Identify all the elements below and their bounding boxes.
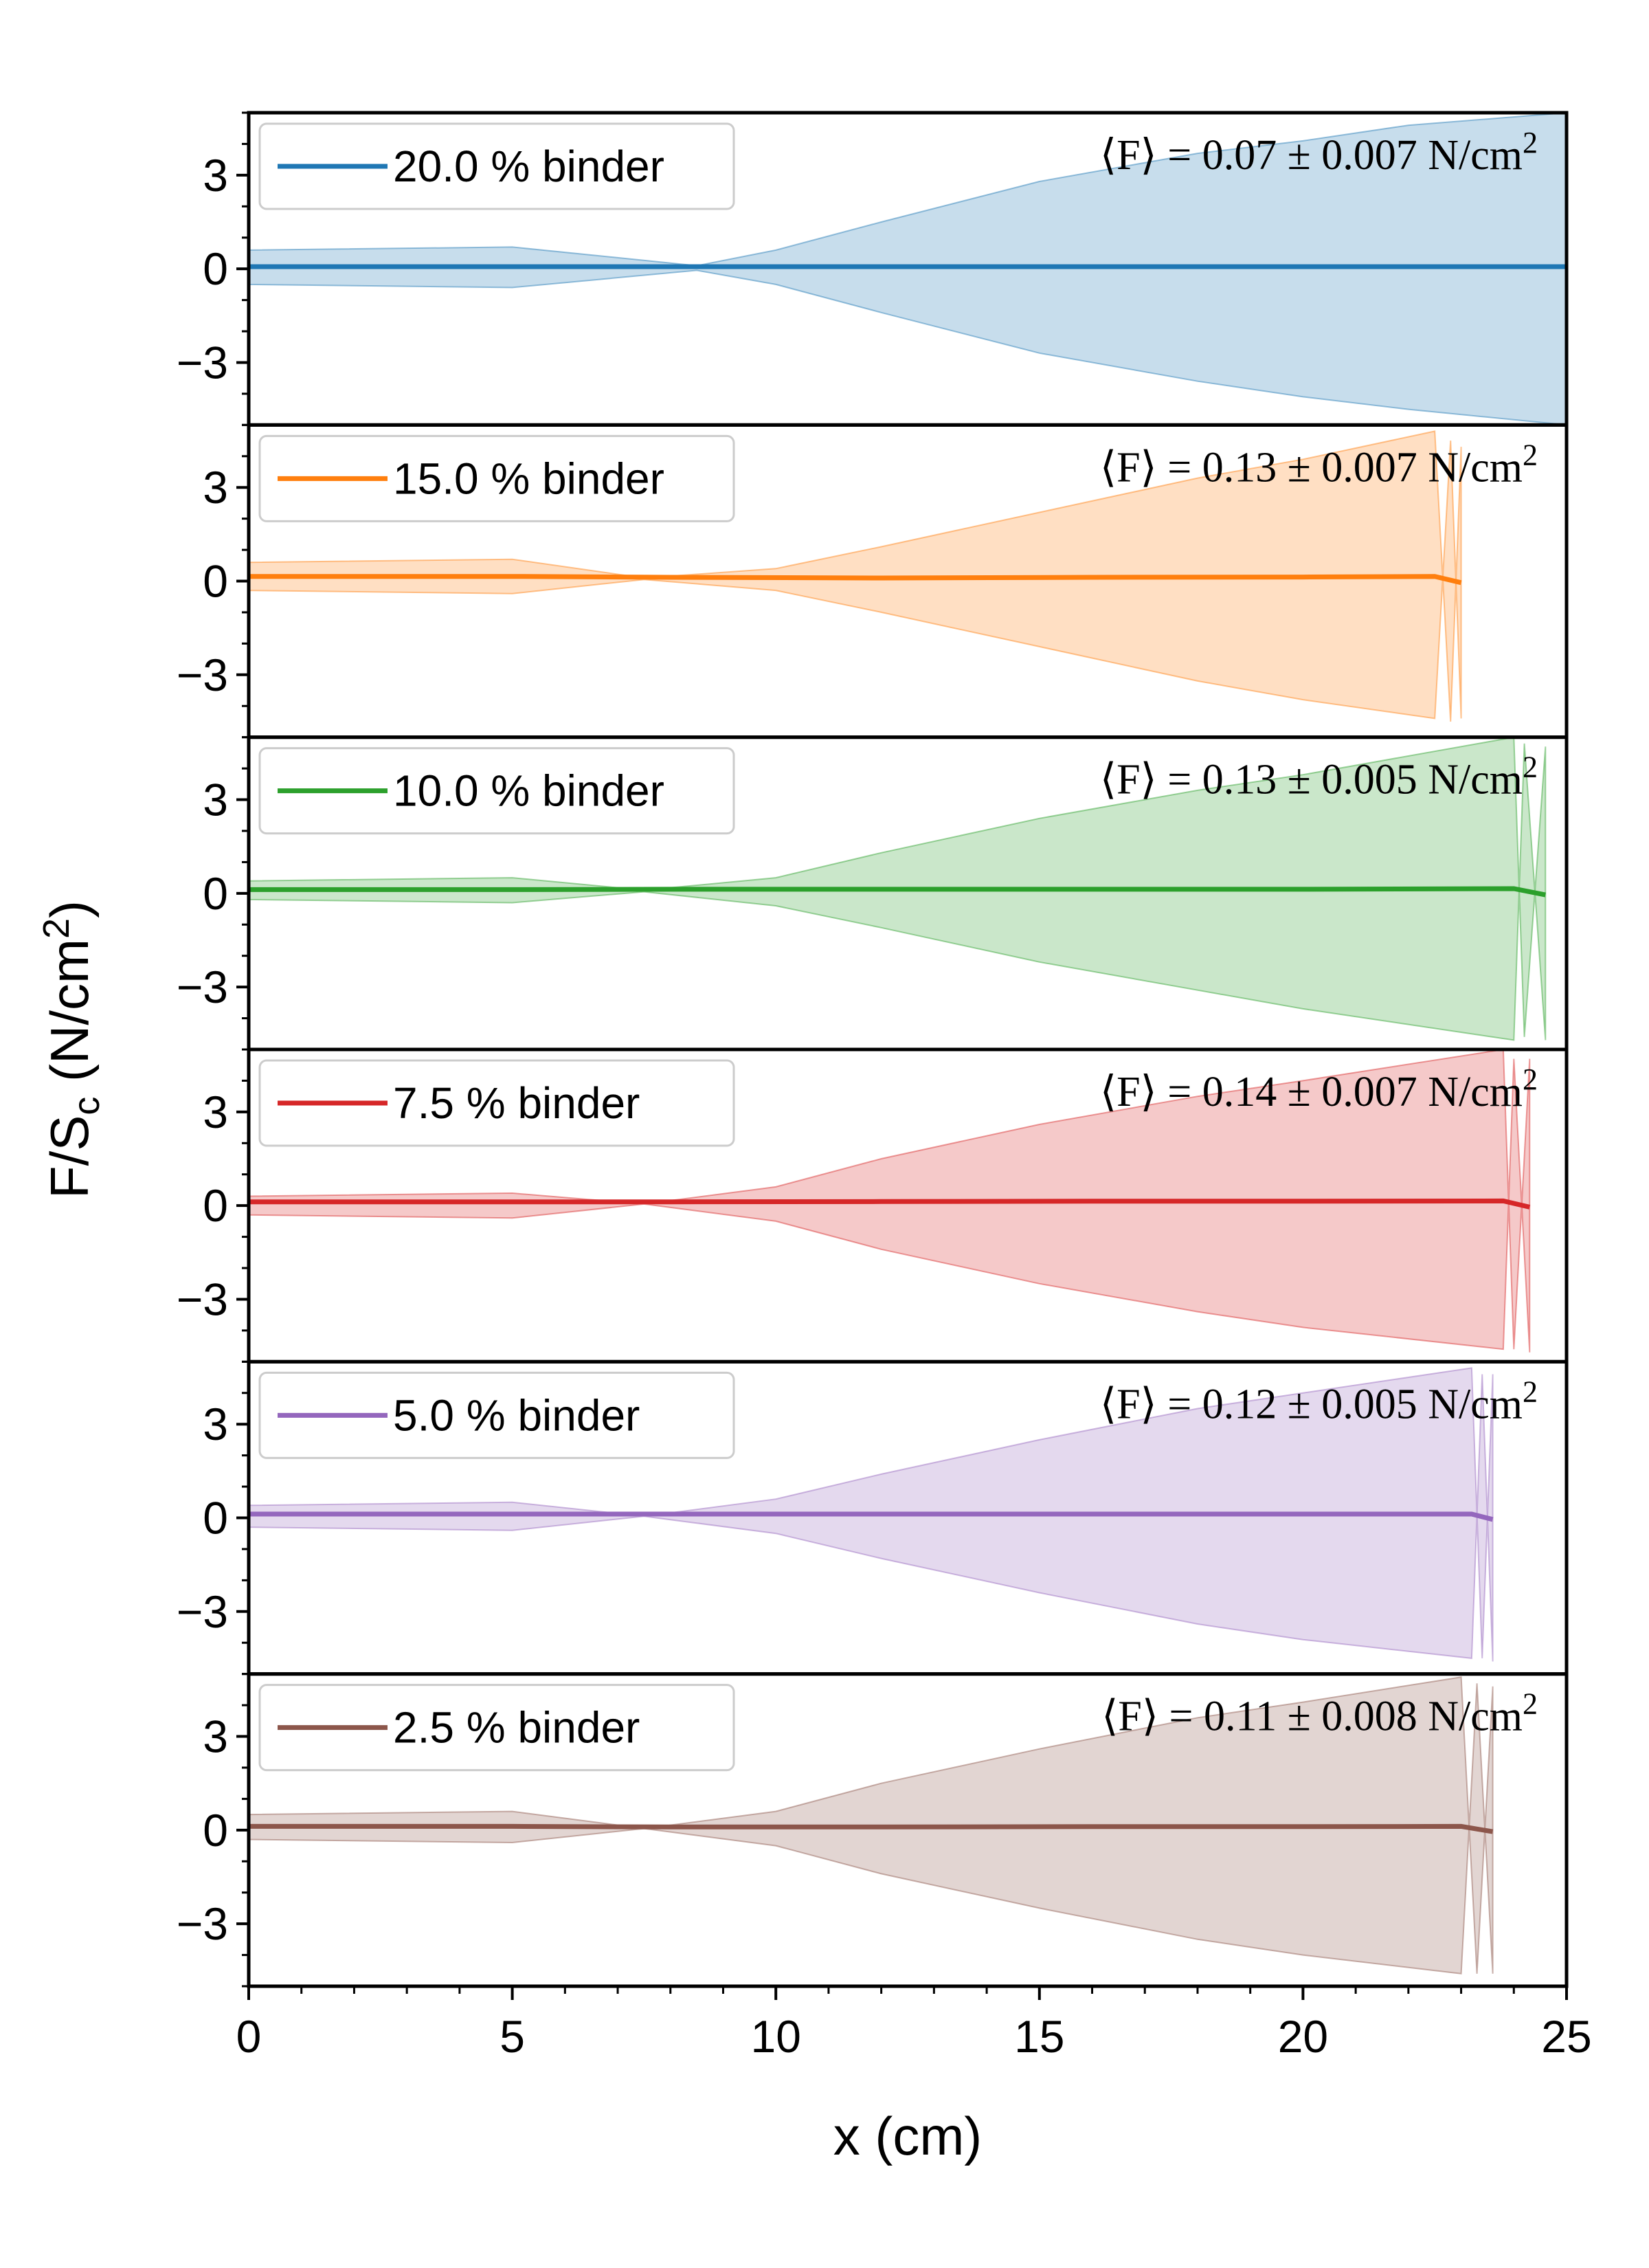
panel-3: 3 0 −3 7.5 % binder ⟨F⟩ = 0.14 ± 0.007 N/cm2 <box>177 1047 1569 1364</box>
y-tick-label-1-0: 3 <box>203 462 228 513</box>
series-line-4 <box>249 1511 1494 1522</box>
legend-5: 2.5 % binder <box>258 1684 735 1772</box>
y-tick-label-3-0: 3 <box>203 1087 228 1137</box>
y-tick-label-3-2: −3 <box>177 1274 228 1324</box>
annotation-1: ⟨F⟩ = 0.13 ± 0.007 N/cm2 <box>1100 438 1538 491</box>
legend-box-2 <box>258 747 735 835</box>
panel-0: 3 0 −3 20.0 % binder ⟨F⟩ = 0.07 ± 0.007 N/cm… <box>177 111 1569 427</box>
y-tick-label-3-1: 0 <box>203 1180 228 1231</box>
y-tick-label-2-2: −3 <box>177 961 228 1012</box>
legend-label-3: 7.5 % binder <box>393 1078 640 1128</box>
y-axis-title-subscript: c <box>66 1097 107 1115</box>
series-line-5 <box>249 1823 1494 1834</box>
x-tick-label-1: 5 <box>500 2011 525 2062</box>
legend-label-2: 10.0 % binder <box>393 766 664 816</box>
legend-box-4 <box>258 1371 735 1459</box>
panel-1: 3 0 −3 15.0 % binder ⟨F⟩ = 0.13 ± 0.007 N/cm… <box>177 423 1569 740</box>
annotation-sup-2: 2 <box>1523 751 1538 784</box>
annotation-text-4: ⟨F⟩ = 0.12 ± 0.005 N/cm <box>1100 1381 1523 1427</box>
annotation-sup-1: 2 <box>1523 438 1538 471</box>
x-tick-label-2: 10 <box>750 2011 800 2062</box>
y-tick-label-5-1: 0 <box>203 1805 228 1856</box>
panel-4: 3 0 −3 5.0 % binder ⟨F⟩ = 0.12 ± 0.005 N/cm2 <box>177 1359 1569 1676</box>
x-axis: 0 5 10 15 20 25 <box>236 1986 1592 2062</box>
series-line-2 <box>249 886 1546 898</box>
series-line-3 <box>249 1198 1531 1210</box>
y-tick-label-4-0: 3 <box>203 1399 228 1449</box>
legend-3: 7.5 % binder <box>258 1059 735 1147</box>
annotation-text-3: ⟨F⟩ = 0.14 ± 0.007 N/cm <box>1100 1069 1523 1115</box>
y-axis-title-main: F/S <box>39 1115 100 1199</box>
y-tick-label-5-2: −3 <box>177 1898 228 1949</box>
y-tick-label-2-1: 0 <box>203 868 228 919</box>
annotation-sup-0: 2 <box>1523 126 1538 159</box>
y-tick-label-4-1: 0 <box>203 1493 228 1544</box>
legend-box-1 <box>258 434 735 522</box>
annotation-0: ⟨F⟩ = 0.07 ± 0.007 N/cm2 <box>1100 126 1538 179</box>
legend-label-4: 5.0 % binder <box>393 1390 640 1440</box>
y-axis-title-close: ) <box>39 900 100 918</box>
x-tick-label-0: 0 <box>236 2011 262 2062</box>
annotation-sup-5: 2 <box>1523 1687 1538 1721</box>
y-tick-label-0-0: 3 <box>203 150 228 201</box>
x-tick-label-4: 20 <box>1278 2011 1328 2062</box>
legend-2: 10.0 % binder <box>258 747 735 835</box>
legend-label-0: 20.0 % binder <box>393 142 664 191</box>
legend-box-0 <box>258 122 735 210</box>
y-tick-label-0-2: −3 <box>177 337 228 388</box>
annotation-3: ⟨F⟩ = 0.14 ± 0.007 N/cm2 <box>1100 1063 1538 1115</box>
y-tick-label-1-2: −3 <box>177 649 228 700</box>
y-tick-label-1-1: 0 <box>203 556 228 607</box>
panel-5: 3 0 −3 2.5 % binder ⟨F⟩ = 0.11 ± 0.008 N/cm2 <box>177 1672 1569 1988</box>
y-axis-title-superscript: 2 <box>36 918 77 939</box>
legend-4: 5.0 % binder <box>258 1371 735 1459</box>
y-tick-label-4-2: −3 <box>177 1586 228 1637</box>
y-axis-title: F/Sc (N/cm2) <box>36 900 107 1199</box>
y-tick-label-0-1: 0 <box>203 243 228 294</box>
legend-0: 20.0 % binder <box>258 122 735 210</box>
series-line-1 <box>249 574 1462 586</box>
annotation-5: ⟨F⟩ = 0.11 ± 0.008 N/cm2 <box>1101 1687 1538 1740</box>
legend-label-1: 15.0 % binder <box>393 454 664 503</box>
x-tick-label-3: 15 <box>1014 2011 1064 2062</box>
legend-1: 15.0 % binder <box>258 434 735 522</box>
legend-label-5: 2.5 % binder <box>393 1703 640 1753</box>
x-tick-label-5: 25 <box>1541 2011 1591 2062</box>
annotation-text-2: ⟨F⟩ = 0.13 ± 0.005 N/cm <box>1100 757 1523 803</box>
y-tick-label-2-0: 3 <box>203 775 228 825</box>
y-axis-title-unit: (N/cm <box>39 939 100 1097</box>
panel-2: 3 0 −3 10.0 % binder ⟨F⟩ = 0.13 ± 0.005 N/cm… <box>177 735 1569 1052</box>
annotation-sup-4: 2 <box>1523 1375 1538 1408</box>
annotation-text-5: ⟨F⟩ = 0.11 ± 0.008 N/cm <box>1101 1693 1523 1740</box>
annotation-2: ⟨F⟩ = 0.13 ± 0.005 N/cm2 <box>1100 751 1538 803</box>
annotation-text-1: ⟨F⟩ = 0.13 ± 0.007 N/cm <box>1100 444 1523 491</box>
y-tick-label-5-0: 3 <box>203 1711 228 1762</box>
legend-box-5 <box>258 1684 735 1772</box>
legend-box-3 <box>258 1059 735 1147</box>
annotation-4: ⟨F⟩ = 0.12 ± 0.005 N/cm2 <box>1100 1375 1538 1427</box>
panels-group: 3 0 −3 20.0 % binder ⟨F⟩ = 0.07 ± 0.007 N/cm… <box>177 111 1569 1988</box>
annotation-text-0: ⟨F⟩ = 0.07 ± 0.007 N/cm <box>1100 132 1523 179</box>
x-axis-title: x (cm) <box>833 2106 983 2166</box>
annotation-sup-3: 2 <box>1523 1063 1538 1096</box>
